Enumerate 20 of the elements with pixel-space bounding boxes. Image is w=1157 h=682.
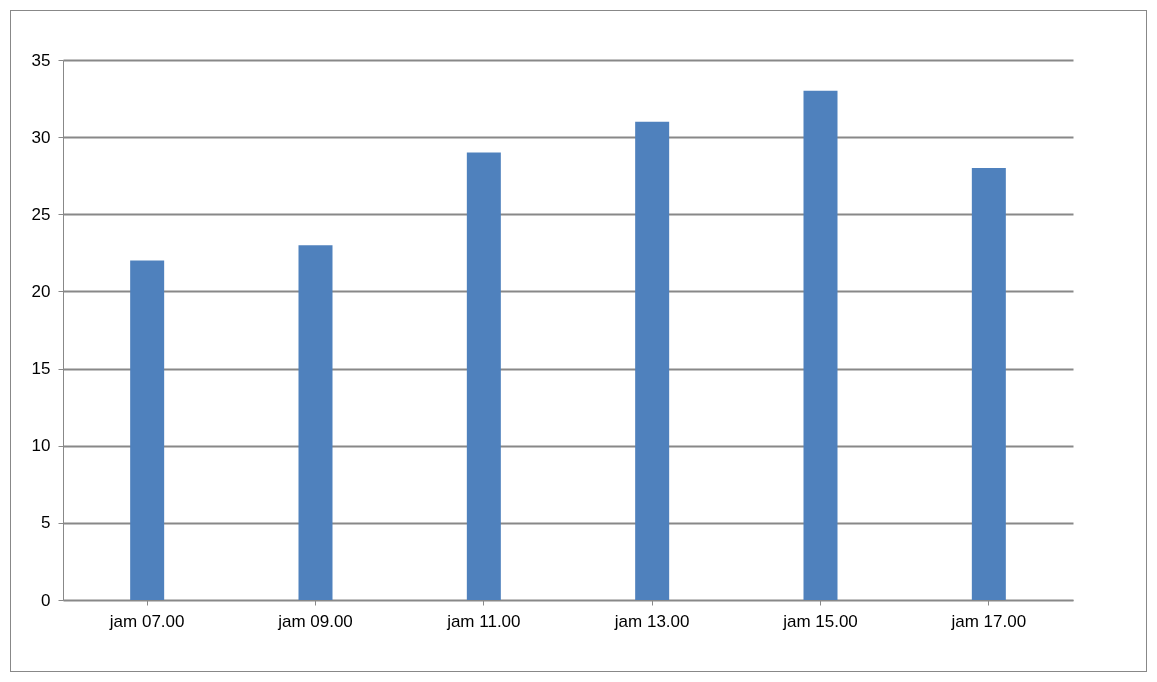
y-tick-label: 30 — [31, 127, 51, 147]
bar — [635, 121, 670, 600]
bar — [298, 245, 333, 600]
x-tick-label: jam 15.00 — [782, 611, 858, 631]
y-tick-label: 25 — [31, 204, 51, 224]
y-tick-label: 35 — [31, 50, 51, 70]
x-tick-label: jam 11.00 — [446, 611, 521, 631]
x-tick-label: jam 09.00 — [277, 611, 353, 631]
bar — [130, 260, 165, 600]
x-tick-label: jam 17.00 — [950, 611, 1027, 631]
y-tick-label: 15 — [31, 359, 51, 379]
bar — [971, 168, 1006, 600]
x-tick-label: jam 07.00 — [108, 611, 185, 631]
y-tick-label: 5 — [41, 513, 51, 533]
y-tick-label: 0 — [41, 590, 51, 610]
bar — [466, 152, 501, 600]
x-tick-label: jam 13.00 — [613, 611, 690, 631]
y-tick-label: 20 — [31, 281, 51, 301]
y-tick-label: 10 — [31, 436, 51, 456]
bar — [803, 90, 838, 600]
